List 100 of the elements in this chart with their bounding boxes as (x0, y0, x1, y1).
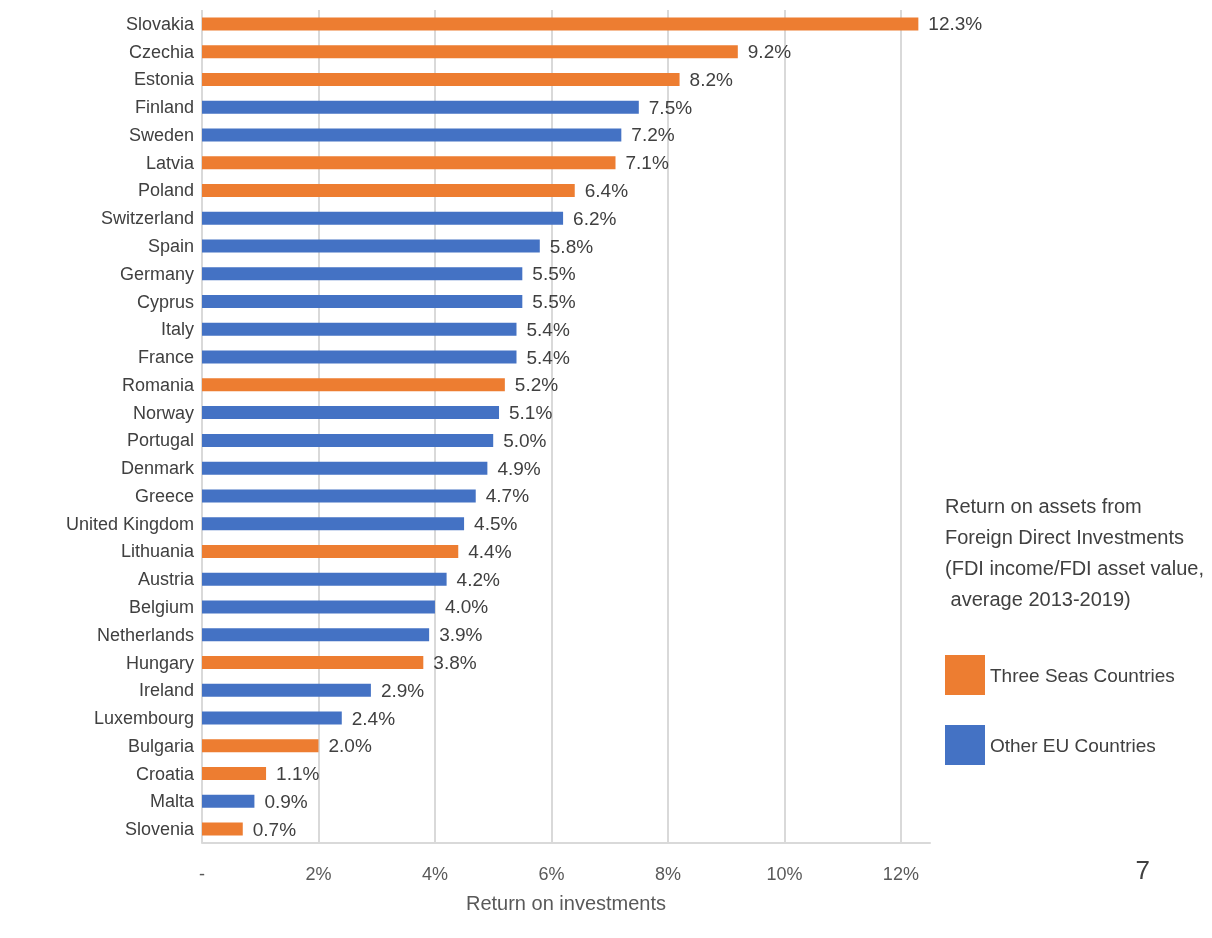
bar (202, 517, 465, 531)
data-label: 7.5% (648, 96, 693, 118)
bar (202, 45, 738, 59)
y-tick-label: Spain (147, 236, 194, 257)
bar (202, 183, 575, 197)
y-tick-label: Italy (160, 319, 194, 340)
y-tick-label: Portugal (126, 430, 194, 451)
data-label: 12.3% (928, 13, 983, 35)
data-label: 5.4% (526, 346, 570, 368)
x-tick-label: 4% (421, 864, 448, 884)
y-tick-label: Denmark (120, 458, 195, 479)
data-label: 4.2% (456, 568, 501, 590)
y-tick-label: Latvia (145, 152, 195, 173)
bar (202, 17, 919, 31)
bar (202, 378, 505, 392)
bar (202, 239, 540, 253)
y-tick-label: Greece (134, 485, 194, 506)
data-label: 4.0% (444, 596, 489, 618)
bar (202, 433, 494, 447)
data-label: 0.9% (264, 790, 308, 812)
bar (202, 295, 523, 309)
y-tick-label: Ireland (138, 680, 194, 701)
bar (202, 489, 476, 503)
bar (202, 683, 371, 697)
x-tick-label: 6% (538, 864, 565, 884)
bar (202, 794, 255, 808)
y-tick-label: Sweden (128, 124, 194, 145)
data-label: 2.0% (328, 735, 372, 757)
y-tick-label: Belgium (128, 596, 194, 617)
y-tick-label: Bulgaria (127, 735, 195, 756)
bar (202, 156, 616, 170)
x-tick-label: 8% (654, 864, 681, 884)
data-label: 7.1% (625, 152, 669, 174)
data-label: 3.9% (439, 624, 483, 646)
data-label: 4.9% (497, 457, 541, 479)
x-axis-title: Return on investments (465, 892, 667, 914)
y-tick-label: Estonia (133, 69, 195, 90)
bar (202, 461, 488, 475)
y-tick-label: Luxembourg (93, 708, 194, 729)
data-label: 7.2% (631, 124, 675, 146)
y-tick-label: Lithuania (120, 541, 195, 562)
x-tick-label: - (199, 864, 205, 884)
text: 7 (1135, 855, 1151, 885)
bar (202, 406, 500, 420)
bar (202, 100, 639, 114)
legend-label: Other EU Countries (990, 734, 1156, 756)
y-tick-label: Slovakia (125, 13, 195, 34)
y-tick-label: Switzerland (100, 208, 194, 229)
bar (202, 350, 517, 364)
y-tick-label: United Kingdom (65, 513, 194, 534)
y-tick-label: Croatia (135, 763, 195, 784)
y-tick-label: Czechia (128, 41, 195, 62)
legend-title: Return on assets from Foreign Direct Investments (FDI income/FDI asset value, average 2013-2019) (945, 494, 1204, 610)
bar (202, 128, 622, 142)
bar (202, 656, 424, 670)
y-tick-label: Germany (119, 263, 194, 284)
data-label: 5.0% (503, 429, 547, 451)
data-label: 5.5% (532, 263, 576, 285)
data-label: 2.4% (351, 707, 396, 729)
y-tick-label: Finland (134, 97, 194, 118)
data-label: 5.2% (514, 374, 559, 396)
data-label: 6.2% (573, 207, 617, 229)
bar (202, 822, 243, 836)
bar (202, 767, 267, 781)
y-tick-label: Slovenia (124, 819, 195, 840)
data-label: 2.9% (380, 679, 425, 701)
data-label: 4.4% (468, 540, 512, 562)
x-tick-label: 2% (305, 864, 332, 884)
bar (202, 322, 517, 336)
data-label: 5.8% (549, 235, 594, 257)
y-tick-label: Romania (121, 374, 195, 395)
y-tick-label: Malta (149, 791, 195, 812)
legend-label: Three Seas Countries (990, 664, 1175, 686)
data-label: 5.4% (526, 318, 570, 340)
x-tick-label: 10% (766, 864, 803, 884)
bar (202, 211, 564, 225)
data-label: 4.5% (474, 513, 518, 535)
bar (202, 628, 430, 642)
bar (202, 72, 680, 86)
data-label: 5.5% (532, 291, 576, 313)
bar (202, 711, 342, 725)
data-label: 6.4% (584, 179, 629, 201)
data-label: 0.7% (252, 818, 297, 840)
data-label: 8.2% (689, 68, 733, 90)
y-tick-label: Austria (137, 569, 195, 590)
y-tick-label: Norway (132, 402, 194, 423)
data-label: 4.7% (485, 485, 530, 507)
bar (202, 739, 319, 753)
y-tick-label: Netherlands (96, 624, 194, 645)
bar (202, 267, 523, 281)
y-tick-label: Cyprus (136, 291, 194, 312)
bar (202, 572, 447, 586)
y-tick-label: France (137, 347, 194, 368)
bar (202, 544, 459, 558)
data-label: 5.1% (509, 402, 553, 424)
data-label: 1.1% (276, 763, 320, 785)
data-label: 9.2% (747, 41, 792, 63)
data-label: 3.8% (433, 652, 477, 674)
y-tick-label: Hungary (125, 652, 194, 673)
y-tick-label: Poland (137, 180, 194, 201)
